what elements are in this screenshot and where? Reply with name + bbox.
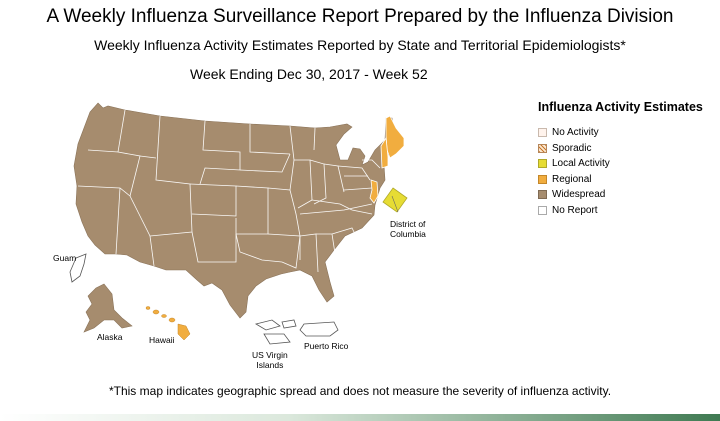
- legend-item-local-activity: Local Activity: [538, 156, 708, 172]
- legend-label: Sporadic: [552, 142, 592, 154]
- legend-item-widespread: Widespread: [538, 187, 708, 203]
- usvi-label-line1: US Virgin: [252, 350, 288, 360]
- legend-label: Local Activity: [552, 158, 610, 170]
- footnote: *This map indicates geographic spread an…: [108, 384, 612, 398]
- map-subtitle: Weekly Influenza Activity Estimates Repo…: [94, 37, 626, 53]
- hawaii-label: Hawaii: [149, 335, 175, 345]
- usvi-label-line2: Islands: [256, 360, 284, 370]
- dc-label-line1: District of: [390, 219, 426, 229]
- bottom-accent-bar: [0, 414, 720, 421]
- state-new-hampshire[interactable]: [380, 136, 389, 169]
- legend-title: Influenza Activity Estimates: [538, 100, 703, 114]
- legend-item-no-activity: No Activity: [538, 125, 708, 141]
- state-borders: [77, 109, 381, 273]
- legend-label: Widespread: [552, 189, 606, 201]
- usvi-label: US Virgin Islands: [252, 350, 288, 370]
- legend-swatch: [538, 174, 547, 184]
- legend: Influenza Activity Estimates No Activity…: [538, 100, 708, 218]
- district-of-columbia[interactable]: [382, 187, 408, 213]
- territory-puerto-rico[interactable]: [299, 321, 339, 337]
- guam-label: Guam: [53, 253, 77, 263]
- legend-item-regional: Regional: [538, 172, 708, 188]
- legend-swatch: [538, 205, 547, 215]
- legend-label: Regional: [552, 173, 592, 185]
- legend-swatch: [538, 159, 547, 169]
- page-title: A Weekly Influenza Surveillance Report P…: [46, 6, 674, 27]
- puerto-rico-label: Puerto Rico: [304, 341, 349, 351]
- territory-usvi[interactable]: [254, 319, 297, 345]
- legend-label: No Report: [552, 204, 598, 216]
- legend-swatch: [538, 190, 547, 200]
- legend-item-no-report: No Report: [538, 203, 708, 219]
- state-alaska[interactable]: [83, 283, 133, 333]
- territory-guam[interactable]: [69, 253, 87, 283]
- state-maine[interactable]: [385, 115, 405, 159]
- legend-swatch: [538, 128, 547, 138]
- week-label: Week Ending Dec 30, 2017 - Week 52: [190, 66, 428, 82]
- state-new-jersey[interactable]: [369, 179, 379, 204]
- dc-label: District of Columbia: [390, 219, 426, 239]
- legend-label: No Activity: [552, 127, 599, 139]
- legend-item-sporadic: Sporadic: [538, 141, 708, 157]
- alaska-label: Alaska: [97, 332, 123, 342]
- dc-label-line2: Columbia: [390, 229, 426, 239]
- legend-swatch: [538, 143, 547, 153]
- state-hawaii[interactable]: [145, 306, 191, 341]
- region-continental-us[interactable]: [73, 102, 396, 319]
